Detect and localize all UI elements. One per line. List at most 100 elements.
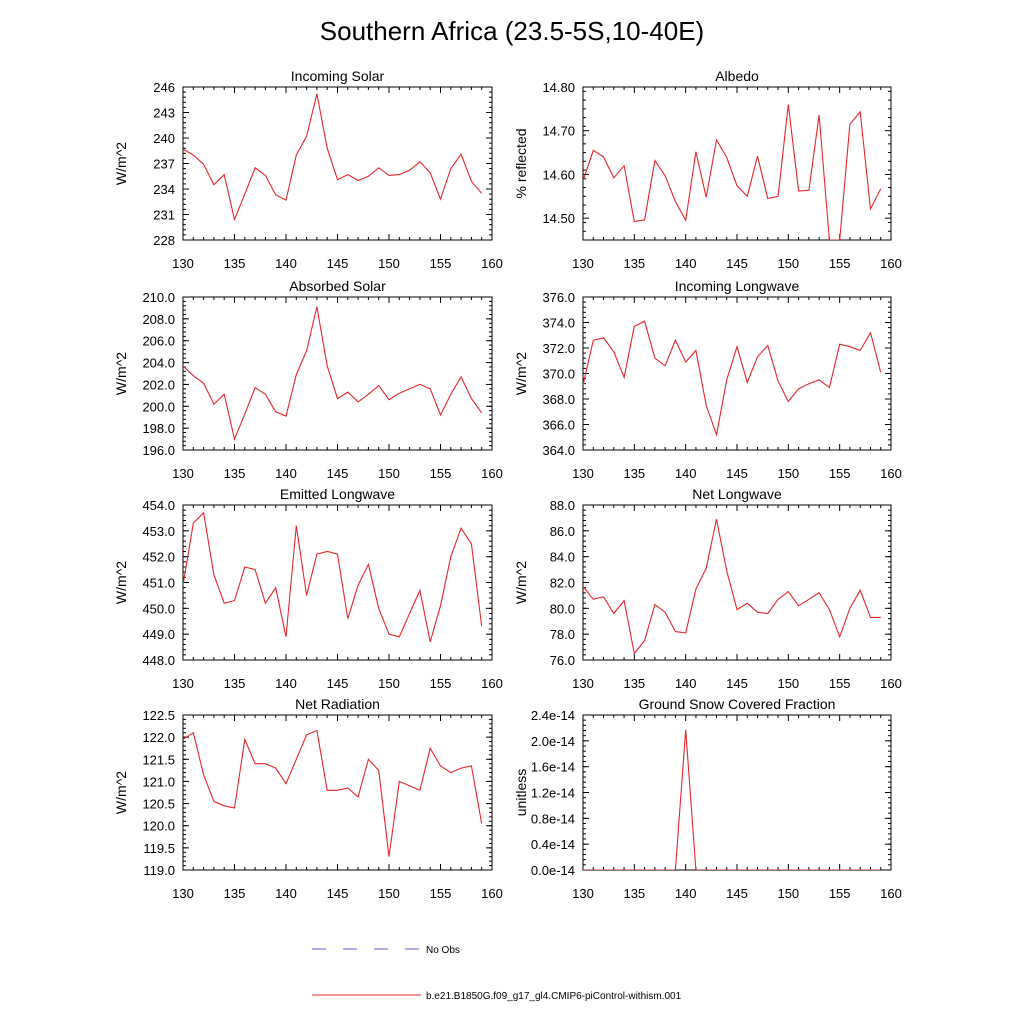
y-axis-label: W/m^2: [113, 771, 129, 814]
y-tick-label: 0.0e-14: [531, 863, 575, 878]
x-tick-label: 160: [880, 256, 902, 271]
x-tick-label: 135: [224, 676, 246, 691]
chart-panels: Incoming Solar W/m^2 130 135 140 145 150 155 160…: [113, 68, 902, 901]
y-tick-label: 122.0: [142, 730, 175, 745]
y-tick-label: 240: [153, 131, 175, 146]
y-tick-label: 0.8e-14: [531, 811, 575, 826]
plot-frame: [582, 714, 892, 871]
y-tick-label: 449.0: [142, 627, 175, 642]
x-tick-label: 150: [378, 466, 400, 481]
panel-title: Incoming Solar: [291, 68, 385, 84]
y-tick-label: 80.0: [550, 601, 575, 616]
y-axis-label: % reflected: [513, 128, 529, 198]
x-tick-label: 145: [327, 886, 349, 901]
x-tick-label: 140: [275, 886, 297, 901]
y-tick-label: 228: [153, 233, 175, 248]
x-tick-label: 140: [275, 256, 297, 271]
x-tick-label: 130: [172, 256, 194, 271]
x-tick-label: 135: [623, 676, 645, 691]
y-axis-label: W/m^2: [113, 142, 129, 185]
y-tick-label: 243: [153, 106, 175, 121]
y-tick-label: 210.0: [142, 290, 175, 305]
x-tick-label: 155: [829, 886, 851, 901]
plot-frame: [582, 86, 892, 241]
x-tick-label: 155: [829, 676, 851, 691]
y-tick-label: 0.4e-14: [531, 837, 575, 852]
plot-frame: [582, 504, 892, 661]
x-tick-label: 160: [481, 256, 503, 271]
y-tick-label: 234: [153, 182, 175, 197]
x-tick-label: 150: [777, 886, 799, 901]
x-tick-label: 140: [675, 886, 697, 901]
x-tick-label: 150: [378, 886, 400, 901]
x-tick-label: 135: [623, 466, 645, 481]
plot-frame: [582, 296, 892, 451]
y-tick-label: 2.0e-14: [531, 734, 575, 749]
y-tick-label: 370.0: [542, 367, 575, 382]
series-line: [583, 729, 881, 870]
x-tick-label: 145: [726, 256, 748, 271]
x-tick-label: 135: [224, 886, 246, 901]
series-line: [183, 729, 483, 857]
y-tick-label: 88.0: [550, 498, 575, 513]
y-axis-label: W/m^2: [113, 561, 129, 604]
y-tick-label: 202.0: [142, 377, 175, 392]
y-tick-label: 1.2e-14: [531, 786, 575, 801]
panel-title: Ground Snow Covered Fraction: [639, 696, 836, 712]
y-tick-label: 366.0: [542, 418, 575, 433]
y-tick-label: 208.0: [142, 312, 175, 327]
y-axis-label: unitless: [513, 769, 529, 816]
y-tick-label: 448.0: [142, 653, 175, 668]
y-tick-label: 14.60: [542, 167, 575, 182]
series-line: [583, 104, 882, 240]
series-line: [183, 93, 483, 222]
panel-title: Net Longwave: [692, 486, 782, 502]
panel-6: Net Longwave W/m^2 130 135 140 145 150 155 160 76…: [513, 486, 902, 691]
x-tick-label: 130: [172, 466, 194, 481]
panel-title: Absorbed Solar: [289, 278, 386, 294]
x-tick-label: 130: [572, 256, 594, 271]
x-tick-label: 160: [880, 886, 902, 901]
panel-8: Ground Snow Covered Fraction unitless 130 1…: [513, 696, 902, 901]
x-tick-label: 140: [675, 466, 697, 481]
x-tick-label: 150: [378, 676, 400, 691]
x-tick-label: 150: [777, 676, 799, 691]
panel-3: Absorbed Solar W/m^2 130 135 140 145 150 155 160…: [113, 278, 503, 481]
y-tick-label: 372.0: [542, 341, 575, 356]
legend: No Obs b.e21.B1850G.f09_g17_gl4.CMIP6-piC…: [312, 945, 682, 1002]
y-tick-label: 14.70: [542, 124, 575, 139]
x-tick-label: 145: [726, 886, 748, 901]
x-tick-label: 135: [623, 256, 645, 271]
y-tick-label: 237: [153, 157, 175, 172]
series-line: [183, 511, 483, 643]
x-tick-label: 130: [172, 886, 194, 901]
y-tick-label: 451.0: [142, 576, 175, 591]
x-tick-label: 145: [327, 676, 349, 691]
y-tick-label: 374.0: [542, 316, 575, 331]
y-tick-label: 121.5: [142, 752, 175, 767]
x-tick-label: 155: [430, 466, 452, 481]
series-line: [183, 306, 483, 441]
x-tick-label: 160: [481, 676, 503, 691]
x-tick-label: 150: [777, 466, 799, 481]
panel-2: Albedo % reflected 130 135 140 145 150 155 160 14…: [513, 68, 902, 271]
plot-frame: [182, 86, 493, 241]
y-tick-label: 1.6e-14: [531, 760, 575, 775]
y-tick-label: 14.80: [542, 80, 575, 95]
y-tick-label: 119.5: [143, 841, 175, 856]
x-tick-label: 155: [430, 676, 452, 691]
panel-title: Net Radiation: [295, 696, 380, 712]
panel-5: Emitted Longwave W/m^2 130 135 140 145 150 155 1…: [113, 486, 503, 691]
legend-label: b.e21.B1850G.f09_g17_gl4.CMIP6-piControl…: [426, 991, 682, 1002]
y-tick-label: 120.0: [142, 819, 175, 834]
x-tick-label: 145: [726, 676, 748, 691]
y-tick-label: 14.50: [542, 211, 575, 226]
x-tick-label: 145: [327, 256, 349, 271]
y-axis-label: W/m^2: [113, 352, 129, 395]
panel-1: Incoming Solar W/m^2 130 135 140 145 150 155 160…: [113, 68, 503, 271]
y-tick-label: 452.0: [142, 550, 175, 565]
y-tick-label: 196.0: [142, 443, 175, 458]
y-tick-label: 82.0: [550, 576, 575, 591]
panel-title: Incoming Longwave: [675, 278, 800, 294]
x-tick-label: 160: [481, 466, 503, 481]
